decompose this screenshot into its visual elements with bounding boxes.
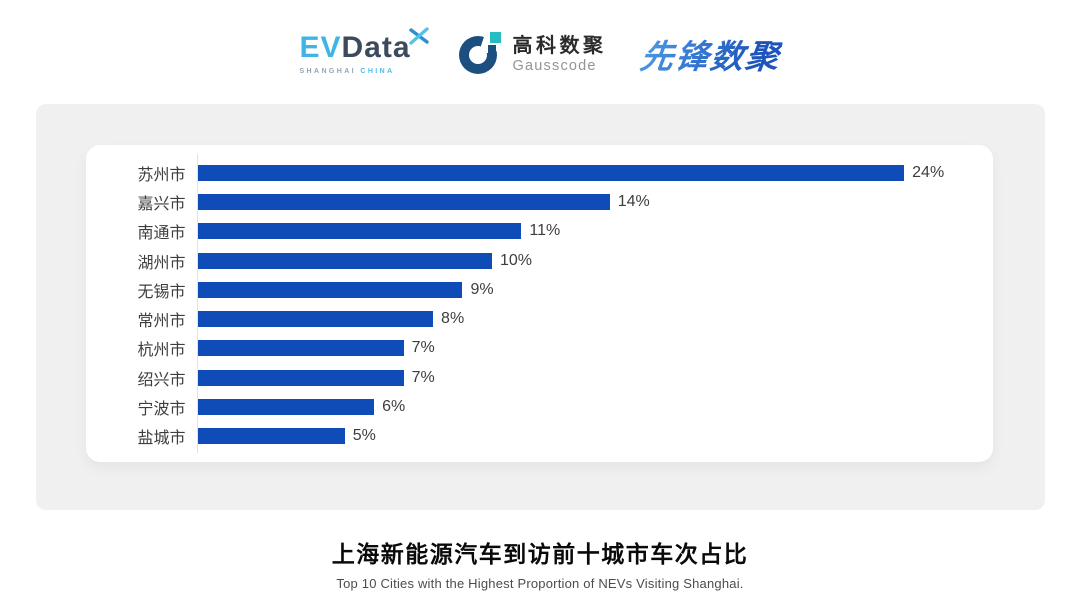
value-label: 6% — [382, 398, 406, 416]
xianfeng-logo: 先锋数聚 — [637, 30, 784, 78]
bar-row: 宁波市 6% — [86, 392, 993, 421]
chart-title: 上海新能源汽车到访前十城市车次占比 — [331, 541, 749, 567]
evdata-subtext: SHANGHAI CHINA — [299, 68, 410, 75]
bar-track: 10% — [197, 246, 993, 275]
bar — [197, 369, 404, 386]
bar-track: 14% — [197, 187, 993, 216]
evdata-ev-text: EV — [299, 31, 342, 64]
evdata-china-text: CHINA — [360, 68, 395, 75]
bar-row: 苏州市 24% — [86, 158, 993, 187]
bar — [197, 281, 463, 298]
bar-track: 24% — [197, 158, 993, 187]
value-label: 7% — [411, 368, 435, 386]
value-label: 9% — [470, 280, 494, 298]
bar-track: 8% — [197, 304, 993, 333]
value-label: 8% — [441, 310, 465, 328]
bar — [197, 340, 404, 357]
category-label: 常州市 — [137, 313, 186, 331]
value-label: 11% — [529, 222, 561, 240]
category-label: 绍兴市 — [137, 371, 186, 389]
value-label: 10% — [499, 251, 532, 269]
bar-track: 11% — [197, 217, 993, 246]
bar — [197, 428, 345, 445]
bar-row: 盐城市 5% — [86, 422, 993, 451]
category-label: 无锡市 — [137, 283, 186, 301]
category-label: 嘉兴市 — [137, 195, 186, 213]
value-label: 24% — [912, 163, 945, 181]
gausscode-english-text: Gausscode — [512, 57, 597, 74]
bar — [197, 223, 522, 240]
gausscode-chinese-text: 高科数聚 — [512, 34, 607, 57]
logo-bar: EV Data SHANGHAI CHINA 高科数聚 Gausscode 先锋 — [0, 0, 1080, 104]
bar-track: 9% — [197, 275, 993, 304]
page: EV Data SHANGHAI CHINA 高科数聚 Gausscode 先锋 — [0, 0, 1080, 591]
category-label: 宁波市 — [137, 401, 186, 419]
gausscode-g-icon — [458, 32, 503, 76]
category-label: 湖州市 — [137, 254, 186, 272]
value-label: 14% — [617, 192, 650, 210]
gausscode-wordmark: 高科数聚 Gausscode — [513, 35, 607, 74]
category-label: 苏州市 — [137, 166, 186, 184]
bar-row: 嘉兴市 14% — [86, 187, 993, 216]
evdata-data-text: Data — [341, 31, 411, 64]
bar — [197, 193, 610, 210]
bar — [197, 164, 905, 181]
g-dark-square — [487, 45, 496, 53]
bar — [197, 252, 492, 269]
bar-track: 7% — [197, 334, 993, 363]
bar-row: 常州市 8% — [86, 304, 993, 333]
category-label: 南通市 — [137, 225, 186, 243]
bar-row: 南通市 11% — [86, 217, 993, 246]
bar-track: 6% — [197, 392, 993, 421]
caption: 上海新能源汽车到访前十城市车次占比 Top 10 Cities with the… — [0, 535, 1080, 591]
y-axis-line — [196, 154, 198, 453]
chart-panel: 苏州市 24% 嘉兴市 14% 南通市 11% 湖州市 10% 无锡市 9% 常州市 8% 杭州市 7% 绍… — [35, 104, 1045, 510]
bar-row: 杭州市 7% — [86, 334, 993, 363]
bar — [197, 399, 375, 416]
chart-card: 苏州市 24% 嘉兴市 14% 南通市 11% 湖州市 10% 无锡市 9% 常州市 8% 杭州市 7% 绍… — [85, 145, 993, 462]
bar-track: 5% — [197, 422, 993, 451]
category-label: 杭州市 — [137, 342, 186, 360]
g-teal-square — [489, 32, 501, 43]
category-label: 盐城市 — [137, 430, 186, 448]
bar-row: 湖州市 10% — [86, 246, 993, 275]
bar-row: 无锡市 9% — [86, 275, 993, 304]
chart-subtitle: Top 10 Cities with the Highest Proportio… — [336, 576, 744, 591]
evdata-shanghai-text: SHANGHAI — [299, 68, 357, 75]
value-label: 7% — [411, 339, 435, 357]
evdata-wordmark: EV Data — [299, 33, 410, 63]
bar-row: 绍兴市 7% — [86, 363, 993, 392]
bar — [197, 311, 434, 328]
gausscode-logo: 高科数聚 Gausscode — [458, 32, 607, 76]
bar-track: 7% — [197, 363, 993, 392]
evdata-propeller-icon — [408, 27, 429, 45]
evdata-logo: EV Data SHANGHAI CHINA — [299, 27, 429, 75]
value-label: 5% — [352, 427, 376, 445]
